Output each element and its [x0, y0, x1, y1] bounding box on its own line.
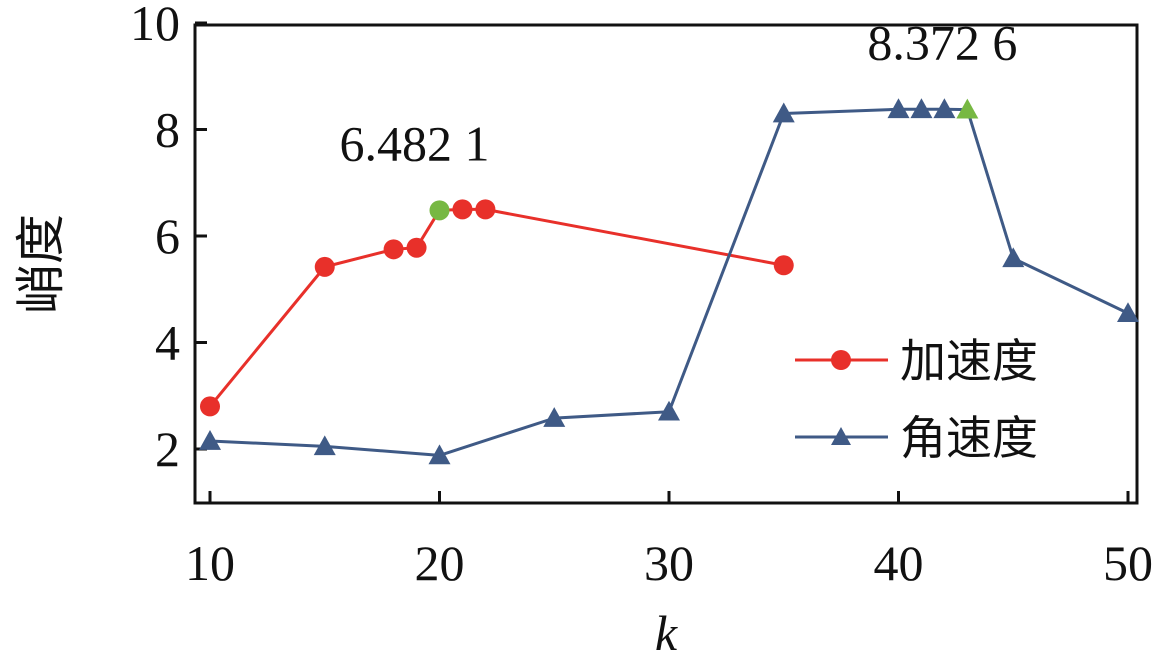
point-0-6: [475, 199, 496, 220]
point-1-1: [313, 435, 336, 456]
point-1-9: [956, 98, 979, 119]
y-tick-label-4: 4: [155, 315, 180, 371]
y-axis-label: 峭度: [13, 214, 69, 314]
x-tick-label-50: 50: [1103, 535, 1153, 591]
point-0-7: [773, 255, 794, 276]
point-0-3: [406, 237, 427, 258]
point-1-7: [910, 98, 933, 119]
annotation-layer: 6.482 1 8.372 6: [340, 15, 1018, 172]
point-1-0: [199, 430, 221, 450]
data-annotation-1: 8.372 6: [867, 15, 1017, 71]
point-1-3: [543, 407, 566, 427]
y-tick-label-8: 8: [155, 102, 180, 158]
point-1-5: [772, 102, 795, 123]
point-1-8: [933, 98, 956, 119]
x-axis-label: k: [655, 605, 678, 658]
point-1-6: [887, 98, 910, 119]
x-tick-label-20: 20: [415, 535, 465, 591]
x-tick-label-30: 30: [644, 535, 694, 591]
legend-label-gyro: 角速度: [900, 411, 1038, 465]
point-0-4: [429, 200, 450, 221]
point-1-4: [658, 400, 680, 421]
y-tick-label-2: 2: [155, 421, 180, 477]
legend-marker-gyro: [831, 427, 851, 445]
point-0-1: [314, 256, 335, 277]
point-0-0: [200, 396, 220, 417]
point-1-10: [1002, 247, 1025, 268]
x-tick-label-10: 10: [185, 535, 235, 591]
y-tick-label-10: 10: [130, 0, 180, 51]
plot-frame: [193, 23, 1139, 505]
series-line-1: [209, 107, 1129, 457]
data-annotation-0: 6.482 1: [340, 115, 490, 171]
legend: 加速度 角速度: [795, 334, 1038, 465]
series-layer: [199, 98, 1139, 465]
axis-ticks: 10 20 30 40 50 2 4 6 8 10: [130, 0, 1153, 591]
point-0-2: [383, 239, 404, 260]
x-tick-label-40: 40: [874, 535, 924, 591]
point-1-11: [1117, 302, 1139, 323]
y-tick-label-6: 6: [155, 208, 180, 264]
point-0-5: [452, 199, 473, 220]
legend-label-accel: 加速度: [900, 334, 1038, 388]
series-line-0: [208, 207, 785, 408]
legend-marker-accel: [831, 350, 851, 370]
point-1-2: [428, 444, 451, 465]
